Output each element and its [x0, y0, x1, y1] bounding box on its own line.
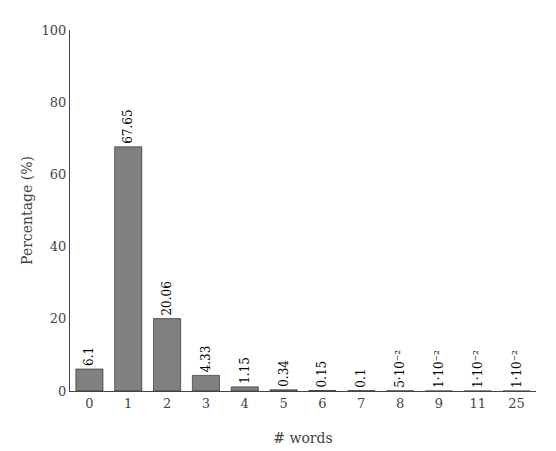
- svg-text:0.1: 0.1: [354, 369, 368, 388]
- svg-text:11: 11: [469, 396, 486, 411]
- svg-text:0.34: 0.34: [277, 360, 291, 387]
- svg-text:9: 9: [435, 396, 443, 411]
- svg-text:60: 60: [50, 167, 67, 182]
- svg-text:5: 5: [279, 396, 287, 411]
- svg-text:6: 6: [318, 396, 326, 411]
- svg-text:40: 40: [50, 239, 67, 254]
- svg-text:100: 100: [42, 23, 67, 38]
- svg-text:2: 2: [163, 396, 171, 411]
- svg-text:80: 80: [50, 95, 67, 110]
- svg-text:Percentage (%): Percentage (%): [19, 156, 35, 265]
- svg-text:20: 20: [50, 311, 67, 326]
- svg-text:1·10⁻²: 1·10⁻²: [432, 350, 446, 388]
- svg-text:25: 25: [508, 396, 525, 411]
- svg-text:3: 3: [202, 396, 210, 411]
- svg-text:5·10⁻²: 5·10⁻²: [393, 350, 407, 388]
- svg-text:1·10⁻²: 1·10⁻²: [510, 350, 524, 388]
- svg-text:4: 4: [241, 396, 249, 411]
- svg-text:8: 8: [396, 396, 404, 411]
- svg-text:# words: # words: [273, 430, 332, 446]
- svg-text:0.15: 0.15: [315, 361, 329, 388]
- svg-text:4.33: 4.33: [199, 346, 213, 373]
- svg-text:0: 0: [58, 384, 66, 399]
- svg-text:20.06: 20.06: [160, 281, 174, 315]
- svg-text:1: 1: [124, 396, 132, 411]
- svg-text:6.1: 6.1: [82, 347, 96, 366]
- svg-text:1·10⁻²: 1·10⁻²: [471, 350, 485, 388]
- svg-text:0: 0: [85, 396, 93, 411]
- svg-text:7: 7: [357, 396, 365, 411]
- svg-text:67.65: 67.65: [121, 109, 135, 143]
- svg-text:1.15: 1.15: [238, 357, 252, 384]
